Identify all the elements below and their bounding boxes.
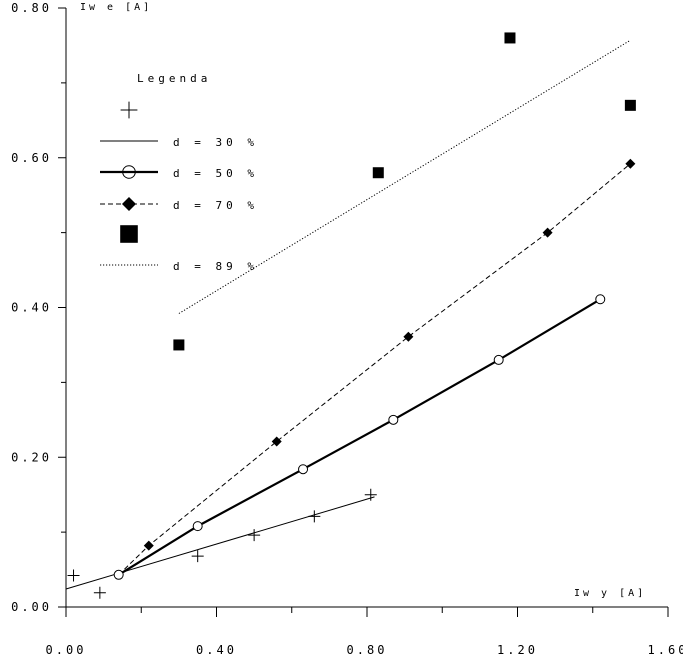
series-1-point: [67, 569, 80, 582]
legend: Legenda d = 30 % d = 50 % d = 70 % d = 89 %: [100, 72, 258, 273]
series-1-point: [191, 550, 204, 563]
series-3-point: [625, 158, 636, 169]
series-1-point: [308, 510, 321, 523]
series-3-line: [118, 163, 631, 576]
y-tick-label: 0.80: [11, 1, 52, 15]
y-tick-label: 0.20: [11, 450, 52, 464]
series-3-point: [542, 227, 553, 238]
series-points: [67, 32, 636, 599]
axes: [65, 8, 668, 608]
series-2-line: [118, 298, 601, 576]
x-tick-label: 0.80: [347, 643, 388, 657]
series-3-point: [403, 331, 414, 342]
series-2-point: [192, 521, 203, 532]
series-2-point: [493, 354, 504, 365]
series-1-point: [364, 488, 377, 501]
legend-marker-4: [120, 225, 138, 243]
series-4-point: [624, 99, 636, 111]
series-2-point: [595, 294, 606, 305]
series-1-point: [93, 586, 106, 599]
x-tick-label: 0.00: [46, 643, 87, 657]
legend-marker-1: [120, 101, 138, 119]
y-tick-label: 0.60: [11, 151, 52, 165]
series-2-point: [298, 464, 309, 475]
series-2-point: [113, 569, 124, 580]
series-4-point: [372, 167, 384, 179]
legend-label-3: d = 70 %: [173, 199, 258, 212]
series-4-point: [173, 339, 185, 351]
x-tick-label: 1.60: [648, 643, 683, 657]
legend-title: Legenda: [137, 72, 211, 85]
ticks: 0.00 0.40 0.80 1.20 1.60 0.00 0.20 0.40 0.60 0.80: [11, 1, 683, 657]
series-4-point: [504, 32, 516, 44]
legend-label-1: d = 30 %: [173, 136, 258, 149]
series-1-point: [248, 529, 261, 542]
x-tick-label: 1.20: [497, 643, 538, 657]
series-1-line: [65, 496, 375, 590]
y-tick-label: 0.00: [11, 600, 52, 614]
legend-label-2: d = 50 %: [173, 167, 258, 180]
y-tick-label: 0.40: [11, 301, 52, 315]
series-3-point: [271, 436, 282, 447]
y-axis-title: Iw e [A]: [80, 2, 152, 13]
series-4-line: [178, 39, 631, 314]
x-axis-title: Iw y [A]: [574, 588, 646, 599]
legend-label-4: d = 89 %: [173, 260, 258, 273]
x-tick-label: 0.40: [196, 643, 237, 657]
series-2-point: [388, 414, 399, 425]
series-fits: [65, 39, 631, 590]
series-3-point: [143, 540, 154, 551]
